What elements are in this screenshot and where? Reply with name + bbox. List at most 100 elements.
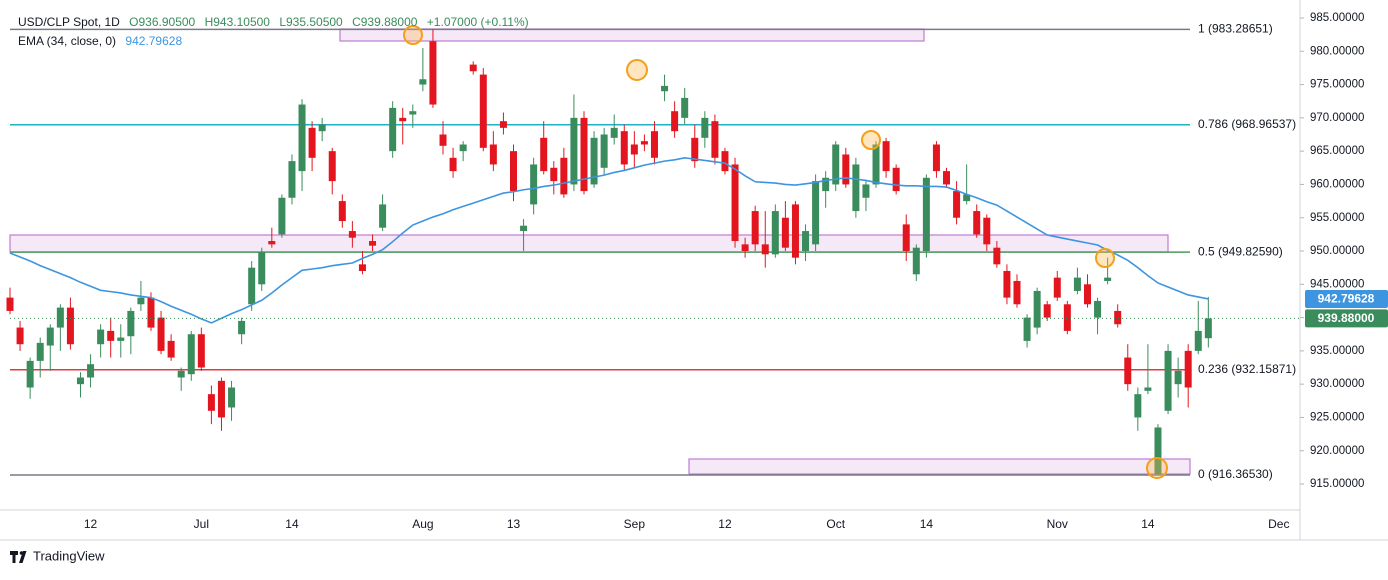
candle-body <box>328 151 336 182</box>
candle-body <box>711 121 719 158</box>
y-tick-label: 920.00000 <box>1310 445 1364 457</box>
candle-body <box>932 144 940 172</box>
ohlc-open: O936.90500 <box>129 15 195 29</box>
candle-body <box>419 79 427 85</box>
candle-body <box>620 131 628 165</box>
candle-body <box>197 334 205 368</box>
candle-body <box>691 137 699 162</box>
fib-label: 0.236 (932.15871) <box>1198 362 1296 376</box>
candle-body <box>882 141 890 172</box>
frame <box>0 0 1388 541</box>
close-price-label: 939.88000 <box>1318 311 1375 325</box>
candle-body <box>600 134 608 168</box>
candle-body <box>550 167 558 182</box>
candle-body <box>1124 357 1132 385</box>
brand: TradingView <box>33 548 105 563</box>
candle-body <box>1083 284 1091 305</box>
candle-body <box>791 204 799 258</box>
chart-title: USD/CLP Spot, 1D <box>18 15 120 29</box>
candle-body <box>26 360 34 388</box>
candle-body <box>530 164 538 205</box>
candle-body <box>1114 310 1122 325</box>
candles <box>6 29 1212 475</box>
candle-body <box>46 327 54 346</box>
candle-body <box>479 74 487 148</box>
candle-body <box>1073 277 1081 291</box>
candle-body <box>560 157 568 195</box>
candle-body <box>217 380 225 418</box>
candle-body <box>761 244 769 255</box>
candle-body <box>741 244 749 252</box>
candle-body <box>207 394 215 411</box>
candle-body <box>66 307 74 345</box>
candle-body <box>137 297 145 305</box>
x-tick-label: 12 <box>718 517 732 531</box>
highlights <box>403 25 1168 479</box>
candle-body <box>1134 394 1142 418</box>
candle-body <box>721 151 729 172</box>
candle-body <box>379 204 387 228</box>
candle-body <box>107 330 115 341</box>
candle-body <box>832 144 840 185</box>
candle-body <box>1023 317 1031 341</box>
candle-body <box>1013 280 1021 305</box>
indicator-name: EMA (34, close, 0) <box>18 34 116 48</box>
candle-body <box>731 164 739 242</box>
candle-body <box>288 161 296 198</box>
candle-body <box>580 117 588 192</box>
candle-body <box>1003 270 1011 298</box>
candle-body <box>1094 300 1102 318</box>
x-tick-label: 14 <box>920 517 934 531</box>
candle-body <box>308 127 316 158</box>
candle-body <box>228 387 236 408</box>
candle-body <box>943 171 951 185</box>
x-tick-label: Sep <box>624 517 646 531</box>
fib-levels: 1 (983.28651) 0.786 (968.96537) 0.5 (949.8… <box>10 22 1296 481</box>
candle-body <box>389 107 397 152</box>
axes: 915.00000 920.00000 925.00000 930.00000 935.… <box>84 12 1388 531</box>
candle-body <box>1033 290 1041 328</box>
candle-body <box>963 194 971 202</box>
candle-body <box>1174 370 1182 385</box>
candle-body <box>409 111 417 115</box>
zone <box>339 28 925 42</box>
candle-body <box>167 340 175 358</box>
candle-body <box>459 144 467 152</box>
y-tick-label: 985.00000 <box>1310 12 1364 24</box>
candle-body <box>298 104 306 172</box>
y-tick-label: 930.00000 <box>1310 378 1364 390</box>
candle-body <box>640 141 648 145</box>
candle-body <box>630 144 638 155</box>
y-tick-label: 970.00000 <box>1310 112 1364 124</box>
candle-body <box>852 164 860 212</box>
candle-body <box>177 370 185 378</box>
candle-body <box>1104 277 1112 281</box>
candle-body <box>973 211 981 235</box>
y-tick-label: 945.00000 <box>1310 278 1364 290</box>
highlight-circle <box>1095 248 1115 268</box>
change-label: +1.07000 (+0.11%) <box>427 15 529 29</box>
candle-body <box>358 264 366 271</box>
candle-body <box>489 144 497 165</box>
x-tick-label: Aug <box>412 517 433 531</box>
candle-body <box>902 224 910 252</box>
candle-body <box>771 211 779 255</box>
candle-body <box>812 181 820 245</box>
y-tick-label: 965.00000 <box>1310 145 1364 157</box>
candle-body <box>993 247 1001 265</box>
candle-body <box>701 117 709 138</box>
fib-label: 0.5 (949.82590) <box>1198 244 1283 258</box>
candle-body <box>1204 318 1212 339</box>
x-tick-label: Jul <box>194 517 209 531</box>
candle-body <box>499 121 507 128</box>
candle-body <box>822 177 830 192</box>
candle-body <box>912 247 920 275</box>
candle-body <box>922 177 930 252</box>
candle-body <box>338 201 346 222</box>
candle-body <box>36 342 44 361</box>
y-tick-label: 950.00000 <box>1310 245 1364 257</box>
candle-body <box>590 137 598 185</box>
highlight-circle <box>1146 457 1168 479</box>
